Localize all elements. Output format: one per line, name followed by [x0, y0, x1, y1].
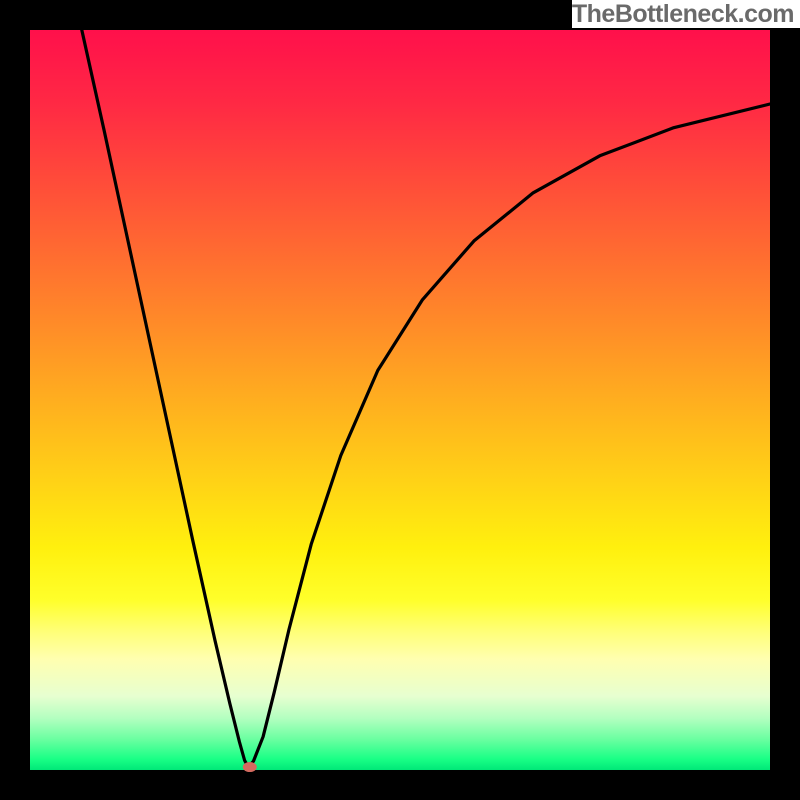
minimum-marker [243, 762, 257, 772]
bottleneck-chart [0, 0, 800, 800]
chart-container: { "watermark": { "text": "TheBottleneck.… [0, 0, 800, 800]
watermark-text: TheBottleneck.com [572, 0, 800, 28]
plot-background [30, 30, 770, 770]
